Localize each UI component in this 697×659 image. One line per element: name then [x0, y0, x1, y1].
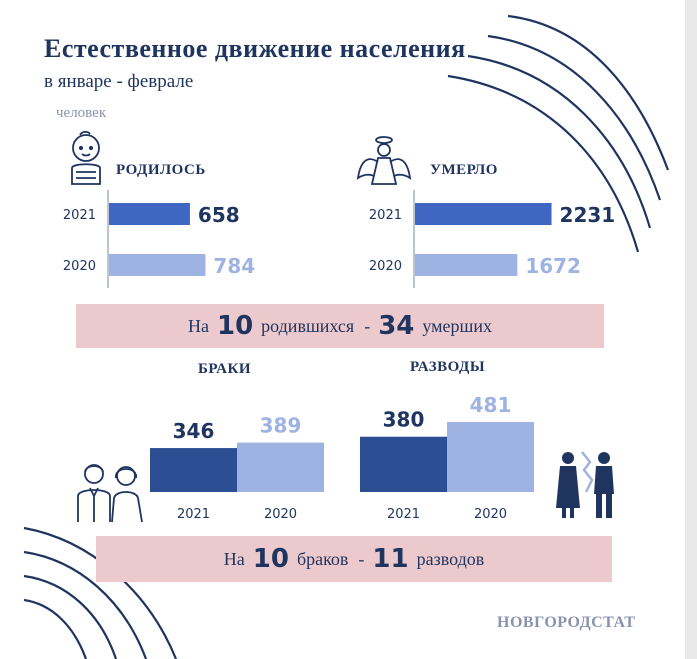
angel-icon: [356, 136, 412, 185]
bar: [109, 254, 206, 276]
page-title: Естественное движение населения: [44, 34, 466, 63]
births-heading: РОДИЛОСЬ: [116, 162, 206, 178]
bar: [150, 448, 237, 492]
data-label: 481: [470, 393, 512, 417]
ratio-divorces-label: разводов: [416, 548, 485, 569]
category-label: 2021: [369, 208, 402, 223]
category-label: 2020: [264, 507, 297, 522]
deaths-chart: 2021 2231 2020 1672: [369, 190, 616, 288]
data-label: 2231: [560, 203, 616, 227]
ratio-deaths-number: 34: [378, 311, 415, 341]
ratio-marriages-number: 10: [252, 544, 289, 574]
data-label: 389: [260, 414, 302, 438]
ratio-deaths-label: умерших: [422, 315, 493, 336]
separated-couple-icon: [556, 451, 614, 518]
bar: [360, 436, 447, 492]
unit-label: человек: [56, 105, 107, 121]
category-label: 2021: [63, 208, 96, 223]
births-deaths-ratio-banner: На 10 родившихся - 34 умерших: [76, 304, 604, 348]
ratio-dash: -: [358, 548, 365, 569]
data-label: 658: [198, 203, 240, 227]
data-label: 346: [173, 419, 215, 443]
ratio-marriages-label: браков: [296, 548, 349, 569]
page-subtitle: в январе - феврале: [44, 71, 194, 92]
category-label: 2020: [474, 507, 507, 522]
data-label: 1672: [525, 254, 581, 278]
curve-line: [487, 34, 662, 201]
data-label: 380: [383, 408, 425, 432]
couple-icon: [77, 464, 143, 523]
curve-line: [447, 74, 640, 253]
data-label: 784: [213, 254, 255, 278]
ratio-births-number: 10: [216, 311, 254, 341]
deaths-heading: УМЕРЛО: [430, 162, 498, 178]
bar: [447, 422, 534, 492]
divorces-heading: РАЗВОДЫ: [410, 359, 486, 375]
ratio-dash: -: [364, 315, 371, 336]
ratio-divorces-number: 11: [372, 544, 409, 574]
curve-line: [23, 598, 88, 659]
curve-line: [467, 54, 652, 229]
marriages-chart: 346 2021 389 2020: [150, 414, 324, 522]
ratio-births-label: родившихся: [261, 315, 355, 336]
ratio-prefix: На: [187, 315, 209, 336]
marriages-heading: БРАКИ: [198, 361, 252, 377]
marriages-divorces-ratio-banner: На 10 браков - 11 разводов: [96, 536, 612, 582]
ratio-prefix: На: [223, 548, 245, 569]
curve-line: [23, 574, 118, 659]
baby-icon: [71, 130, 101, 185]
category-label: 2021: [177, 507, 210, 522]
births-chart: 2021 658 2020 784: [63, 190, 255, 288]
source-label: НОВГОРОДСТАТ: [497, 614, 636, 631]
category-label: 2020: [63, 259, 96, 274]
divorces-chart: 380 2021 481 2020: [360, 393, 534, 522]
bar: [415, 254, 518, 276]
curve-line: [507, 14, 670, 171]
curve-line: [23, 550, 148, 659]
bar: [415, 203, 552, 225]
category-label: 2021: [387, 507, 420, 522]
right-edge-strip: [685, 0, 697, 659]
bar: [237, 442, 324, 492]
bar: [109, 203, 190, 225]
category-label: 2020: [369, 259, 402, 274]
